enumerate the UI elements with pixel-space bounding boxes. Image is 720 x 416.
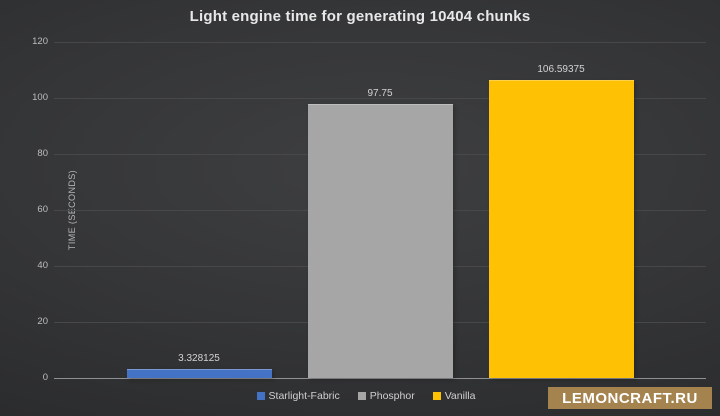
- y-tick-label: 80: [37, 148, 48, 159]
- legend-item-starlight-fabric: Starlight-Fabric: [256, 390, 340, 402]
- legend-item-vanilla: Vanilla: [432, 390, 476, 402]
- y-tick-label: 120: [32, 36, 48, 47]
- gridline: [54, 42, 706, 43]
- legend-label: Phosphor: [369, 390, 415, 402]
- legend-swatch-icon: [256, 392, 265, 400]
- bar-phosphor: [307, 104, 453, 378]
- legend-item-phosphor: Phosphor: [357, 390, 415, 402]
- chart-legend: Starlight-Fabric Phosphor Vanilla: [6, 389, 720, 403]
- legend-swatch-icon: [432, 392, 441, 400]
- bar-value-label: 3.328125: [178, 352, 220, 364]
- bar-value-label: 106.59375: [537, 63, 585, 75]
- x-axis-line: [54, 378, 706, 379]
- bar-value-label: 97.75: [367, 88, 393, 100]
- chart-title: Light engine time for generating 10404 c…: [189, 8, 531, 25]
- legend-label: Starlight-Fabric: [268, 390, 340, 402]
- y-tick-label: 40: [37, 260, 48, 271]
- watermark-text: LEMONCRAFT.RU: [562, 389, 698, 407]
- y-tick-label: 60: [37, 204, 48, 215]
- legend-swatch-icon: [357, 392, 366, 400]
- y-tick-label: 0: [42, 372, 48, 383]
- y-tick-label: 20: [37, 316, 48, 327]
- watermark-banner: LEMONCRAFT.RU: [548, 387, 712, 409]
- legend-label: Vanilla: [444, 390, 476, 402]
- y-tick-label: 100: [32, 92, 48, 103]
- bar-vanilla: [488, 79, 634, 378]
- gridline: [54, 98, 706, 99]
- bar-starlight-fabric: [126, 368, 272, 378]
- plot-area: TIME (SECONDS) 0 20 40 60 80 100 120 3.328125 97…: [32, 36, 706, 383]
